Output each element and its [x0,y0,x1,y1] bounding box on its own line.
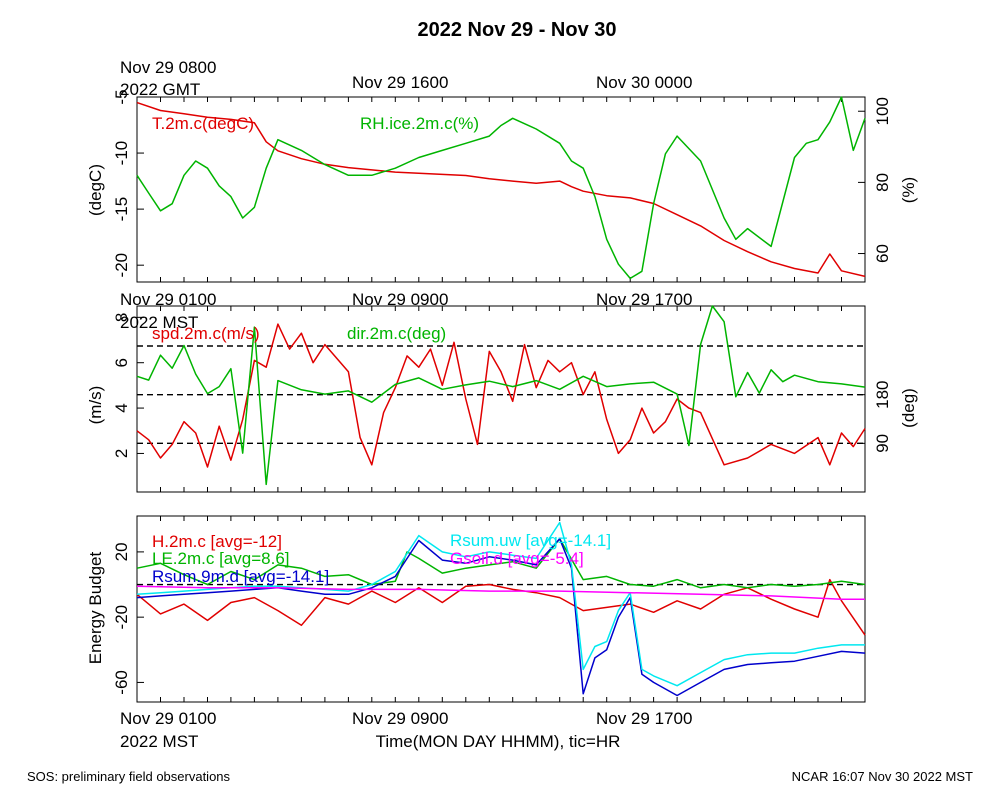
y-tick-label: 6 [112,358,131,367]
legend-dir: dir.2m.c(deg) [347,324,446,343]
y-tick-label: -20 [112,253,131,278]
y-axis-label-left: (degC) [86,164,105,216]
legend-rsum9m: Rsum.9m.d [avg=-14.1] [152,567,329,586]
series-line-green [136,305,866,486]
series-line-red [136,323,866,468]
series-line-red [136,101,866,278]
y-axis-label-left: Energy Budget [86,551,105,664]
series-group [136,521,866,697]
y-axis-label-right: (deg) [899,388,918,428]
panel-frame [136,515,866,703]
series-line-green [136,538,866,589]
y-tick-label: 180 [873,380,892,408]
y-tick-label: 60 [873,244,892,263]
x-ticks [136,516,866,702]
y-ticks-left: 2 4 6 8 [112,313,144,458]
time-label-2: Nov 29 0900 [352,290,448,309]
y-tick-label: 80 [873,173,892,192]
y-axis-label-left: (m/s) [86,386,105,425]
y-tick-label: -20 [112,605,131,630]
y-tick-label: -5 [112,89,131,104]
panel-wind: Nov 29 0100 2022 MST Nov 29 0900 Nov 29 … [86,290,918,493]
y-tick-label: 100 [873,97,892,125]
series-group [136,305,866,486]
bottom-time-labels: Nov 29 0100 2022 MST Nov 29 0900 Nov 29 … [120,709,692,751]
series-line-cyan [136,521,865,687]
legend-gsoil: Gsoil.d [avg=-5.4] [450,549,584,568]
y-tick-label: 90 [873,434,892,453]
chart-title: 2022 Nov 29 - Nov 30 [418,19,617,41]
time-sublabel: 2022 MST [120,732,198,751]
footer-left: SOS: preliminary field observations [27,769,231,784]
time-sublabel: 2022 GMT [120,80,200,99]
series-line-magenta [136,585,865,600]
y-axis-label-right: (%) [899,177,918,203]
y-tick-label: 4 [112,403,131,412]
time-label-1: Nov 29 0100 [120,709,216,728]
y-tick-label: -60 [112,670,131,695]
y-ticks-right: 60 80 100 [858,97,892,263]
x-ticks [136,306,866,492]
time-label-1: Nov 29 0800 [120,58,216,77]
x-axis-label: Time(MON DAY HHMM), tic=HR [376,732,621,751]
panel-energy-budget: Energy Budget 20-20-60 H.2m.c [avg=-12] … [86,515,866,751]
y-tick-label: -15 [112,197,131,222]
legend-rsumuw: Rsum.uw [avg=-14.1] [450,531,611,550]
series-line-green [136,96,866,280]
legend-rh: RH.ice.2m.c(%) [360,114,479,133]
time-label-2: Nov 29 0900 [352,709,448,728]
time-label-1: Nov 29 0100 [120,290,216,309]
top-time-labels: Nov 29 0800 2022 GMT Nov 29 1600 Nov 30 … [120,58,692,99]
time-label-3: Nov 29 1700 [596,290,692,309]
panel-frame [136,96,866,283]
panel-temperature-rh: Nov 29 0800 2022 GMT Nov 29 1600 Nov 30 … [86,58,918,283]
time-label-3: Nov 29 1700 [596,709,692,728]
series-group [136,96,866,280]
footer-right: NCAR 16:07 Nov 30 2022 MST [792,769,973,784]
y-tick-label: 8 [112,313,131,322]
y-tick-label: 20 [112,542,131,561]
time-label-3: Nov 30 0000 [596,73,692,92]
time-label-2: Nov 29 1600 [352,73,448,92]
reference-lines [137,345,865,445]
legend-le2m: LE.2m.c [avg=8.6] [152,549,290,568]
legend-h2m: H.2m.c [avg=-12] [152,532,282,551]
panel-frame [136,305,866,493]
y-ticks-right: 90 180 [858,380,892,453]
y-tick-label: 2 [112,449,131,458]
y-ticks-left: 20 -20 -60 [112,542,144,695]
y-ticks-left: -5 -10 -15 -20 [112,89,144,277]
legend-t2m: T.2m.c(degC) [152,114,254,133]
legend-spd: spd.2m.c(m/s) [152,324,260,343]
y-tick-label: -10 [112,141,131,166]
